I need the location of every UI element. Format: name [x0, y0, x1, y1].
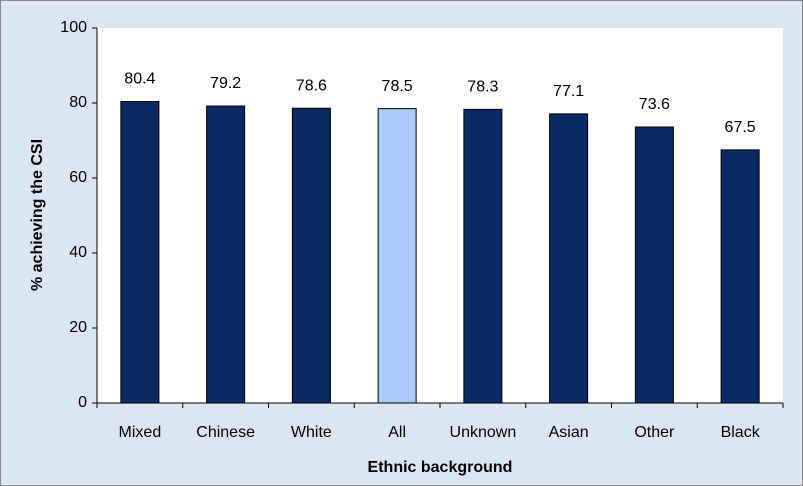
x-tick-label: Asian: [549, 424, 589, 441]
y-tick-label: 80: [69, 94, 87, 111]
x-tick-label: Chinese: [196, 424, 255, 441]
y-tick-label: 40: [69, 244, 87, 261]
x-tick-label: Mixed: [119, 424, 162, 441]
data-label: 79.2: [210, 75, 241, 92]
bar: [549, 113, 589, 404]
x-tick-label: Other: [634, 424, 675, 441]
bar: [634, 126, 674, 404]
data-label: 67.5: [725, 119, 756, 136]
bar: [291, 107, 331, 404]
x-tick-label: All: [388, 424, 406, 441]
data-label: 73.6: [639, 96, 670, 113]
data-label: 78.3: [467, 79, 498, 96]
bar: [120, 101, 160, 404]
data-label: 78.6: [296, 77, 327, 94]
data-label: 78.5: [382, 78, 413, 95]
x-tick-label: White: [291, 424, 332, 441]
y-tick-label: 100: [60, 19, 87, 36]
data-label: 80.4: [124, 71, 155, 88]
bar: [377, 108, 417, 404]
bar: [463, 108, 503, 404]
y-tick-label: 20: [69, 319, 87, 336]
x-axis-title: Ethnic background: [368, 459, 513, 476]
plot-area: [97, 28, 783, 403]
x-tick-label: Black: [721, 424, 761, 441]
y-axis-title: % achieving the CSI: [29, 139, 46, 291]
data-label: 77.1: [553, 83, 584, 100]
bar: [720, 149, 760, 404]
y-tick-label: 0: [78, 394, 87, 411]
y-tick-label: 60: [69, 169, 87, 186]
bar: [206, 105, 246, 404]
x-tick-label: Unknown: [450, 424, 517, 441]
